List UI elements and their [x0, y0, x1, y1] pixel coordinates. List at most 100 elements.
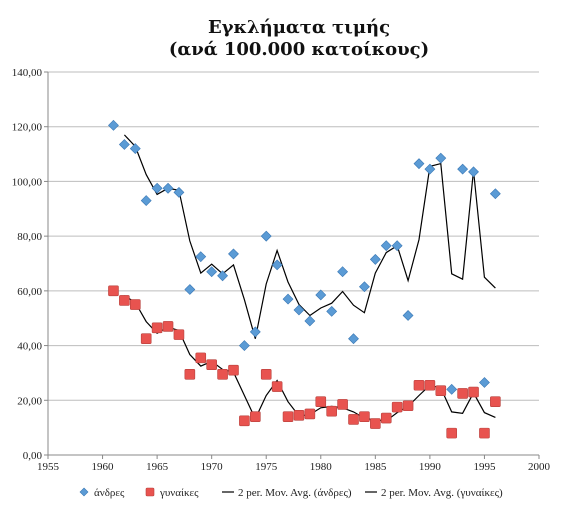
point-women	[326, 405, 337, 417]
point-women	[140, 333, 152, 345]
point-men	[108, 119, 119, 131]
legend-label-mavg-women: 2 per. Mov. Avg. (γυναίκες)	[381, 487, 503, 499]
y-tick-label: 20,00	[17, 395, 42, 407]
point-women	[337, 399, 348, 410]
y-tick-label: 40,00	[17, 341, 42, 353]
point-men	[326, 305, 338, 317]
point-women	[260, 368, 272, 380]
point-men	[402, 310, 414, 321]
axes	[44, 71, 540, 459]
point-women	[206, 359, 217, 371]
point-women	[359, 411, 370, 423]
point-men	[489, 188, 501, 200]
x-tick-label: 1965	[146, 461, 169, 473]
point-men	[457, 163, 469, 175]
moving-average-line-men	[123, 134, 496, 339]
point-men	[315, 289, 327, 301]
point-women	[173, 329, 185, 340]
x-tick-label: 1960	[92, 461, 115, 473]
point-women	[413, 379, 425, 391]
point-women	[162, 321, 174, 332]
point-women	[435, 385, 447, 397]
x-tick-labels: 1955 1960 1965 1970 1975 1980 1985 1990 1995 2000	[37, 461, 551, 473]
x-tick-label: 1970	[201, 461, 224, 473]
point-men	[424, 163, 436, 175]
point-women	[468, 386, 479, 398]
x-tick-label: 1955	[37, 461, 60, 473]
point-men	[206, 266, 218, 278]
y-tick-label: 120,00	[12, 122, 43, 134]
point-men	[249, 326, 261, 338]
point-men	[446, 383, 458, 395]
data-points	[108, 119, 501, 439]
point-women	[424, 379, 436, 391]
legend-marker-women	[145, 487, 155, 497]
point-men	[195, 251, 207, 263]
point-men	[184, 284, 196, 295]
point-women	[239, 415, 250, 427]
point-women	[391, 401, 403, 413]
point-men	[271, 259, 283, 271]
legend-label-mavg-men: 2 per. Mov. Avg. (άνδρες)	[238, 487, 352, 499]
y-tick-label: 140,00	[12, 67, 43, 79]
point-women	[348, 414, 359, 425]
point-men	[238, 340, 250, 351]
point-men	[162, 182, 174, 194]
point-men	[260, 230, 272, 242]
point-women	[446, 427, 458, 439]
point-women	[271, 381, 283, 392]
y-tick-label: 80,00	[17, 231, 42, 243]
x-tick-label: 1995	[473, 461, 496, 473]
point-women	[151, 322, 163, 334]
point-women	[457, 388, 468, 399]
legend-label-men: άνδρες	[94, 487, 125, 499]
point-women	[479, 427, 490, 439]
point-men	[151, 182, 163, 194]
point-men	[129, 143, 141, 155]
moving-average-line-women	[124, 295, 496, 422]
x-tick-label: 2000	[528, 461, 551, 473]
x-tick-label: 1985	[364, 461, 387, 473]
point-women	[195, 352, 207, 364]
legend-label-women: γυναίκες	[159, 487, 199, 499]
point-men	[228, 248, 239, 260]
legend-marker-men	[79, 487, 89, 497]
point-men	[348, 333, 359, 345]
y-tick-label: 60,00	[17, 286, 42, 298]
point-men	[413, 158, 425, 170]
point-women	[129, 299, 141, 310]
point-men	[118, 139, 130, 150]
point-men	[435, 152, 447, 164]
point-women	[217, 368, 228, 380]
point-men	[369, 253, 381, 265]
point-men	[391, 240, 403, 252]
x-tick-label: 1990	[419, 461, 442, 473]
point-women	[228, 364, 239, 376]
x-tick-label: 1980	[310, 461, 333, 473]
point-men	[293, 304, 305, 316]
point-women	[380, 412, 392, 424]
point-women	[304, 408, 316, 420]
point-women	[402, 400, 414, 412]
chart-title-line-1: Εγκλήματα τιμής	[208, 17, 390, 38]
point-men	[468, 166, 479, 178]
legend: άνδρες γυναίκες 2 per. Mov. Avg. (άνδρες) 2…	[79, 487, 503, 499]
point-men	[173, 186, 185, 198]
chart-title-line-2: (ανά 100.000 κατοίκους)	[169, 39, 429, 60]
point-women	[370, 418, 381, 429]
point-men	[380, 240, 392, 252]
point-women	[282, 411, 294, 423]
point-men	[304, 315, 316, 327]
point-men	[140, 195, 152, 207]
point-women	[184, 368, 196, 380]
point-women	[490, 396, 501, 407]
point-women	[293, 410, 305, 421]
point-women	[315, 396, 327, 407]
y-tick-label: 0,00	[23, 450, 43, 462]
point-men	[217, 270, 229, 282]
point-men	[358, 281, 370, 293]
point-men	[337, 266, 349, 278]
y-tick-label: 100,00	[12, 176, 43, 188]
y-tick-labels: 0,00 20,00 40,00 60,00 80,00 100,00 120,00 140,…	[12, 67, 43, 462]
